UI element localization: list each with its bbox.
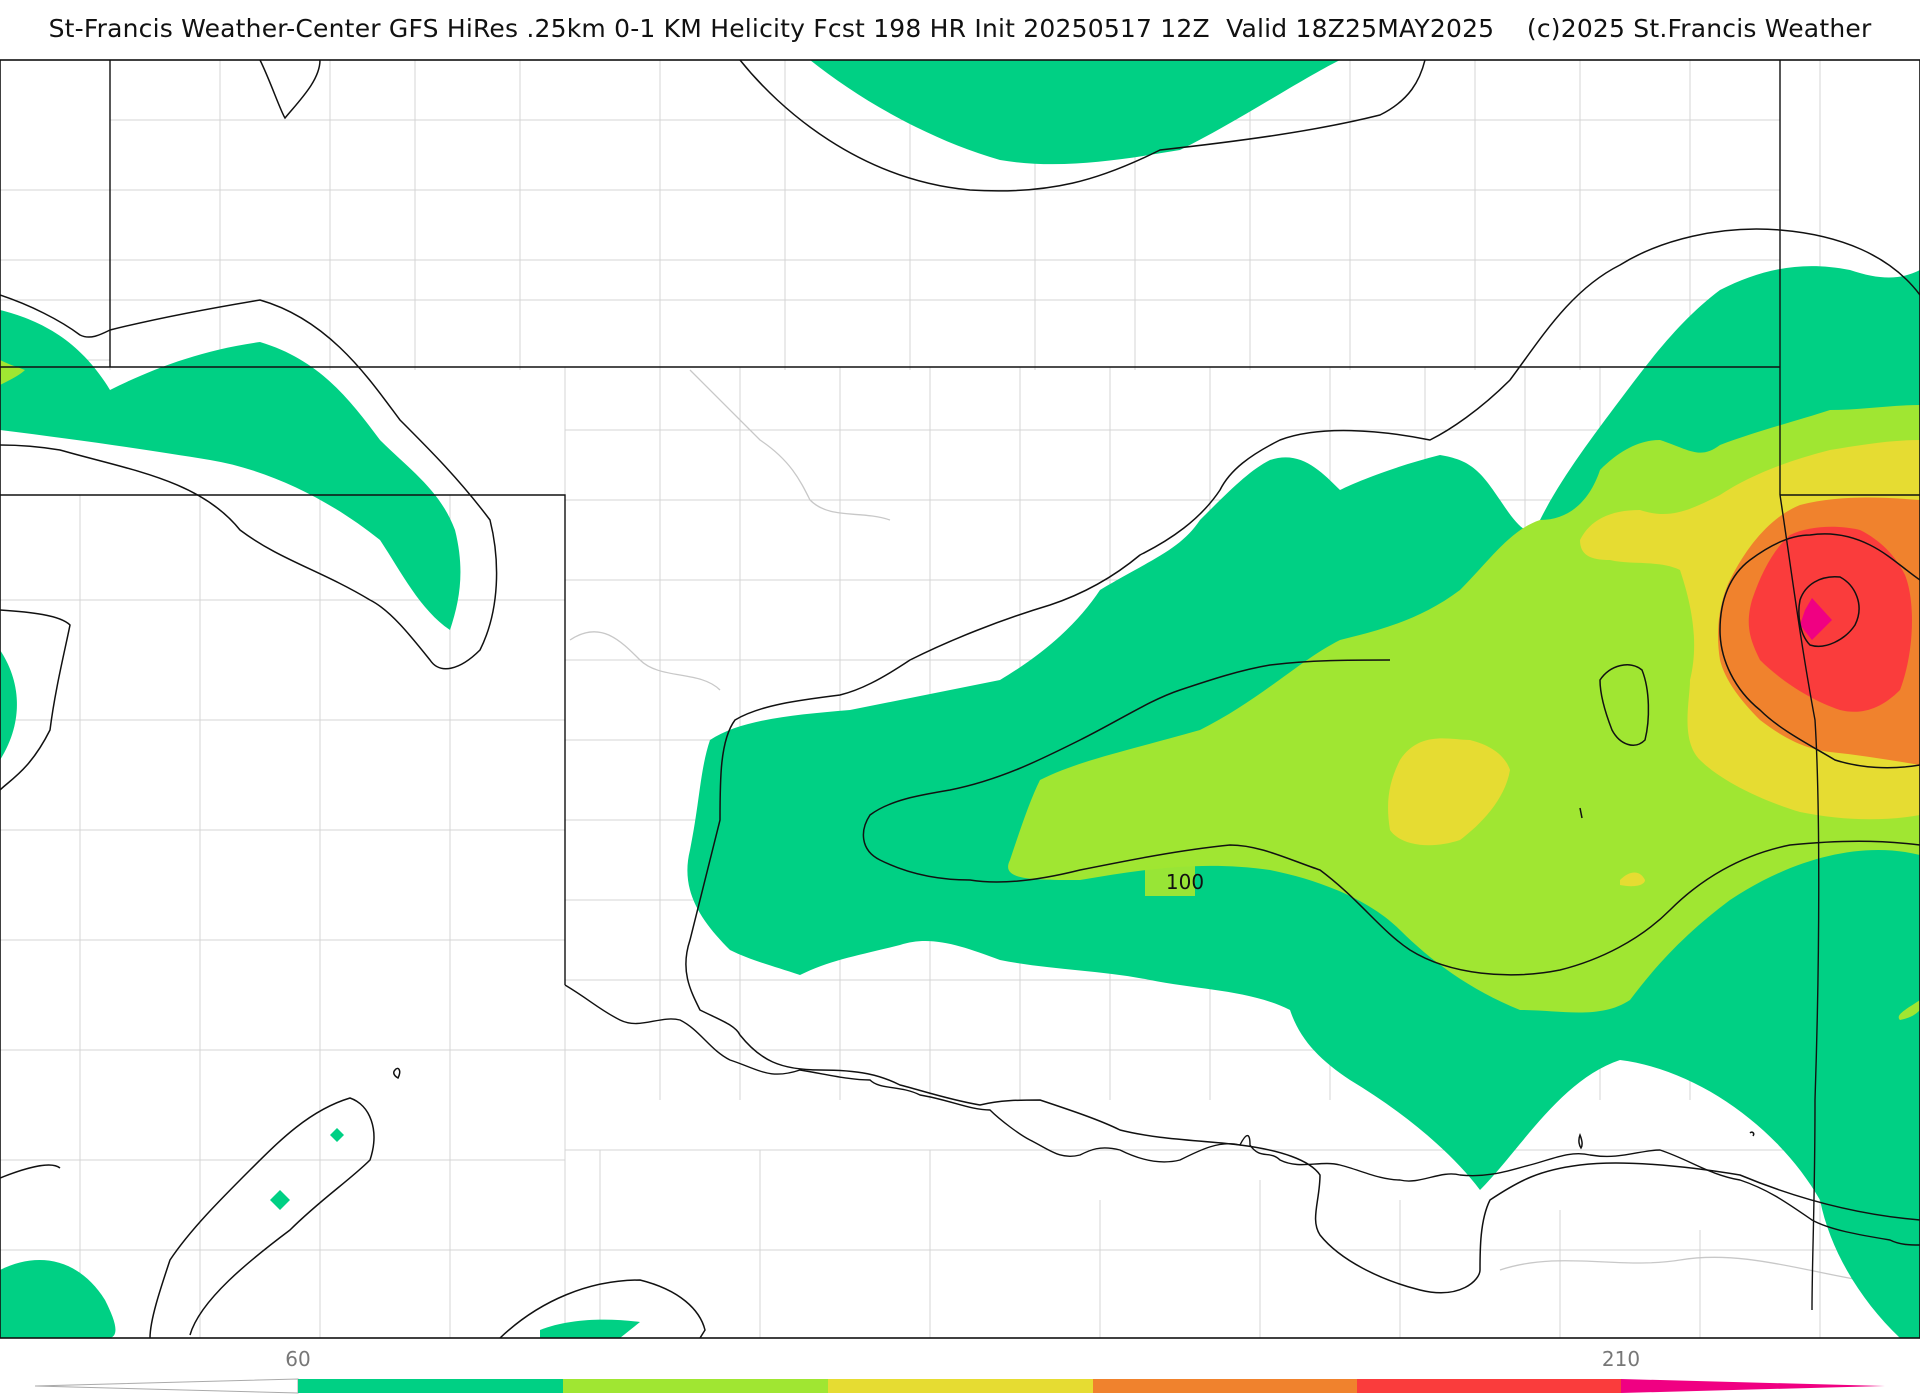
colorbar-band-orange: [1093, 1379, 1357, 1393]
contour-label-bg: [1145, 866, 1195, 896]
colorbar: 60 210: [34, 1347, 1885, 1394]
map-title: St-Francis Weather-Center GFS HiRes .25k…: [48, 14, 1872, 43]
colorbar-band-green: [298, 1379, 563, 1393]
colorbar-under-triangle: [34, 1378, 299, 1394]
colorbar-tick-label-60: 60: [285, 1347, 310, 1371]
colorbar-band-yellow: [828, 1379, 1093, 1393]
helicity-fill: [0, 60, 1920, 1338]
contour-label-100: 100: [1166, 870, 1204, 894]
map-frame: [0, 59, 1920, 1339]
colorbar-band-red: [1357, 1379, 1621, 1393]
colorbar-band-light-green: [563, 1379, 828, 1393]
colorbar-over-triangle: [1621, 1379, 1885, 1393]
state-borders: [0, 60, 1920, 1311]
colorbar-tick-label-210: 210: [1602, 1347, 1640, 1371]
helicity-contours: [0, 60, 1920, 1338]
